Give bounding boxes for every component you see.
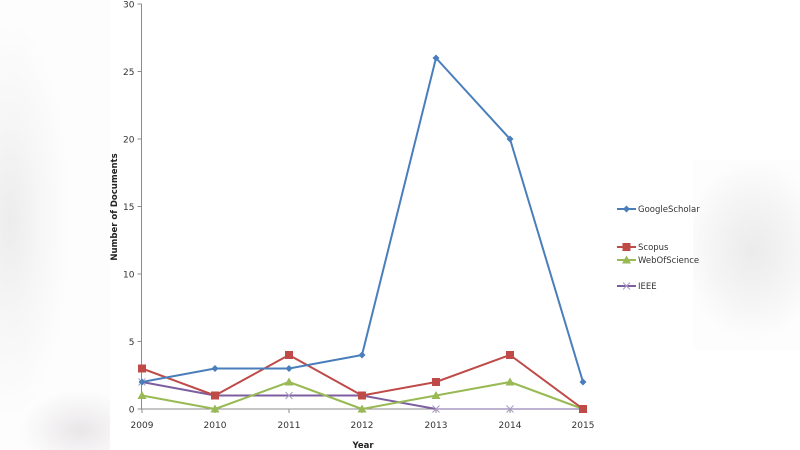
y-tick-label: 20 bbox=[123, 136, 135, 146]
y-axis: 0 5 10 15 20 25 30 bbox=[123, 1, 142, 416]
y-tick-label: 15 bbox=[123, 203, 134, 213]
series-googlescholar bbox=[138, 54, 587, 386]
x-axis-title: Year bbox=[351, 441, 374, 450]
x-tick-label: 2012 bbox=[351, 421, 374, 431]
series-group bbox=[137, 54, 588, 413]
y-tick-label: 0 bbox=[129, 406, 135, 416]
y-axis-title: Number of Documents bbox=[110, 153, 120, 260]
legend: GoogleScholar Scopus WebOfScience IEEE bbox=[617, 205, 700, 292]
x-tick-label: 2011 bbox=[278, 421, 301, 431]
y-tick-label: 25 bbox=[123, 68, 134, 78]
legend-item-scopus[interactable]: Scopus bbox=[617, 243, 669, 253]
x-tick-label: 2009 bbox=[131, 421, 154, 431]
legend-label: WebOfScience bbox=[638, 256, 699, 266]
series-ieee bbox=[138, 378, 587, 413]
legend-item-googlescholar[interactable]: GoogleScholar bbox=[617, 205, 700, 215]
y-tick-label: 30 bbox=[123, 1, 135, 11]
legend-label: Scopus bbox=[638, 243, 669, 253]
y-tick-label: 10 bbox=[123, 271, 135, 281]
legend-label: GoogleScholar bbox=[638, 205, 700, 215]
legend-item-webofscience[interactable]: WebOfScience bbox=[617, 255, 699, 267]
background-blur-right bbox=[693, 160, 800, 350]
y-tick-label: 5 bbox=[129, 338, 135, 348]
legend-label: IEEE bbox=[638, 282, 657, 292]
x-tick-label: 2013 bbox=[425, 421, 448, 431]
x-tick-label: 2010 bbox=[204, 421, 227, 431]
background-blur-left bbox=[0, 0, 110, 450]
background-blur-left-bottom bbox=[20, 390, 110, 450]
x-tick-label: 2014 bbox=[499, 421, 522, 431]
x-tick-label: 2015 bbox=[572, 421, 595, 431]
legend-item-ieee[interactable]: IEEE bbox=[617, 282, 657, 292]
series-scopus bbox=[138, 351, 587, 413]
